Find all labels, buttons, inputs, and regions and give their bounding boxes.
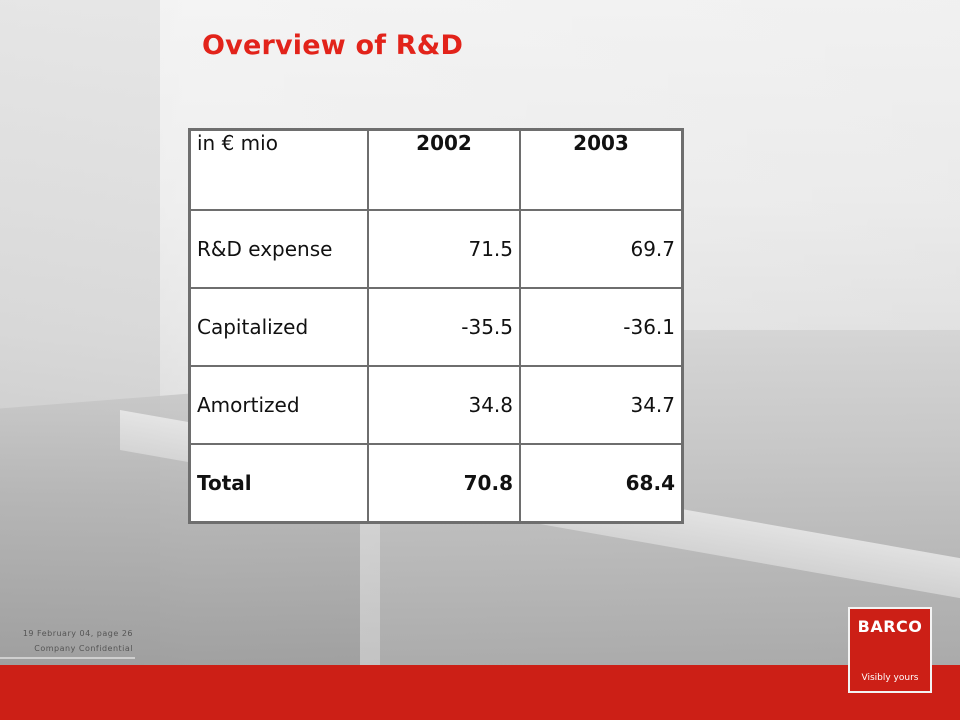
table-cell: 71.5 bbox=[367, 209, 521, 289]
row-label: Amortized bbox=[188, 365, 369, 445]
table-cell: -35.5 bbox=[367, 287, 521, 367]
table-cell: 70.8 bbox=[367, 443, 521, 524]
footer-divider bbox=[0, 657, 135, 659]
rd-overview-table: in € mio 2002 2003 R&D expense 71.5 69.7… bbox=[188, 128, 684, 524]
table-cell: 68.4 bbox=[519, 443, 684, 524]
table-header-row: in € mio 2002 2003 bbox=[188, 128, 684, 211]
footer-info: 19 February 04, page 26 Company Confiden… bbox=[23, 626, 133, 656]
unit-label: in € mio bbox=[188, 128, 369, 211]
table-total-row: Total 70.8 68.4 bbox=[188, 443, 684, 524]
slide-title: Overview of R&D bbox=[202, 30, 464, 61]
barco-logo: BARCO Visibly yours bbox=[848, 607, 932, 693]
table-cell: 34.8 bbox=[367, 365, 521, 445]
footer-confidential: Company Confidential bbox=[34, 644, 133, 653]
row-label: Capitalized bbox=[188, 287, 369, 367]
row-label: R&D expense bbox=[188, 209, 369, 289]
table-cell: 69.7 bbox=[519, 209, 684, 289]
table-row: Amortized 34.8 34.7 bbox=[188, 365, 684, 445]
row-label: Total bbox=[188, 443, 369, 524]
bottom-red-bar bbox=[0, 665, 960, 720]
logo-brand: BARCO bbox=[857, 617, 923, 636]
table-row: R&D expense 71.5 69.7 bbox=[188, 209, 684, 289]
logo-tagline: Visibly yours bbox=[861, 673, 919, 683]
table-cell: 34.7 bbox=[519, 365, 684, 445]
year-header-2002: 2002 bbox=[367, 128, 521, 211]
table-row: Capitalized -35.5 -36.1 bbox=[188, 287, 684, 367]
footer-date-page: 19 February 04, page 26 bbox=[22, 629, 133, 638]
year-header-2003: 2003 bbox=[519, 128, 684, 211]
table-cell: -36.1 bbox=[519, 287, 684, 367]
